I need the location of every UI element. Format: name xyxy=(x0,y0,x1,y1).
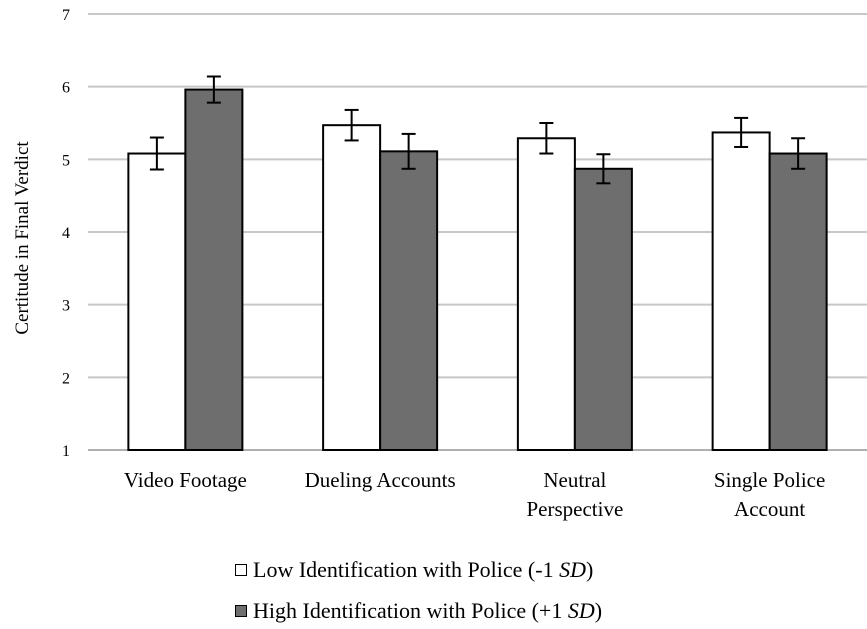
legend-label-high: High Identification with Police (+1 SD) xyxy=(253,598,603,623)
bar-high xyxy=(379,150,439,451)
error-bars xyxy=(149,75,806,185)
bar-high xyxy=(184,88,244,451)
error-bar xyxy=(344,108,359,142)
y-tick-label: 6 xyxy=(62,80,70,97)
error-bar xyxy=(206,75,221,104)
legend-item-low: Low Identification with Police (-1 SD) xyxy=(235,557,593,583)
legend-swatch-low xyxy=(235,564,247,576)
x-category-label: Dueling Accounts xyxy=(305,468,456,492)
error-bar xyxy=(401,132,416,170)
bars xyxy=(127,88,828,452)
error-bar xyxy=(734,116,749,148)
bar-high xyxy=(573,167,633,451)
bar-low xyxy=(516,137,576,451)
bar-low xyxy=(127,152,187,452)
y-axis-label: Certitude in Final Verdict xyxy=(12,141,33,335)
legend-item-high: High Identification with Police (+1 SD) xyxy=(235,598,602,624)
x-category-label: Perspective xyxy=(526,497,623,521)
error-bar xyxy=(539,122,554,155)
legend-swatch-high xyxy=(235,605,247,617)
y-tick-label: 3 xyxy=(62,298,70,315)
y-axis-ticks: 1 2 3 4 5 6 7 xyxy=(62,7,70,460)
y-tick-label: 7 xyxy=(62,7,70,24)
x-category-label: Video Footage xyxy=(124,468,247,492)
error-bar xyxy=(596,153,611,185)
y-tick-label: 4 xyxy=(62,225,70,242)
y-tick-label: 2 xyxy=(62,370,70,387)
error-bar xyxy=(149,136,164,171)
legend-label-low: Low Identification with Police (-1 SD) xyxy=(253,557,594,582)
bar-high xyxy=(768,152,828,452)
y-tick-label: 5 xyxy=(62,152,70,169)
y-tick-label: 1 xyxy=(62,443,70,460)
bar-low xyxy=(711,131,771,452)
x-category-label: Neutral xyxy=(543,468,606,492)
x-category-label: Account xyxy=(734,497,805,521)
x-category-label: Single Police xyxy=(714,468,825,492)
error-bar xyxy=(791,137,806,170)
x-axis-labels: Video Footage Dueling Accounts Neutral Pers… xyxy=(124,468,825,521)
bar-low xyxy=(322,124,382,452)
